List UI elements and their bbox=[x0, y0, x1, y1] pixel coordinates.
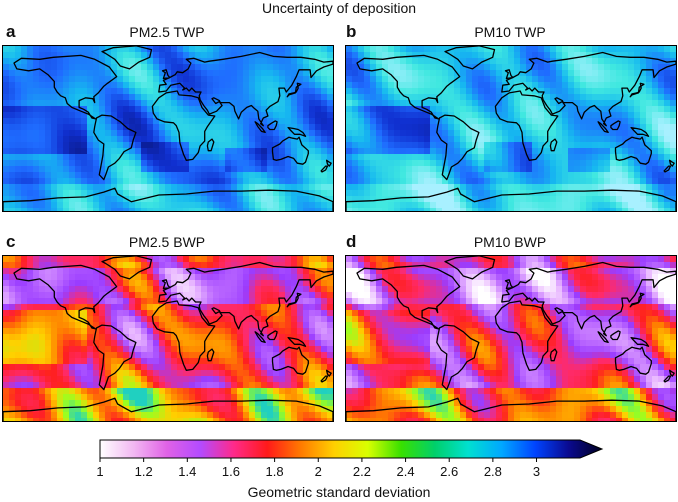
coastline bbox=[501, 51, 676, 127]
coastline bbox=[630, 336, 650, 347]
colorbar-tick-label: 2.2 bbox=[352, 464, 371, 479]
map-field bbox=[3, 256, 333, 421]
colorbar-scale bbox=[99, 439, 604, 462]
coastline bbox=[286, 82, 302, 98]
colorbar-tick-label: 2.6 bbox=[440, 464, 459, 479]
coastline bbox=[206, 348, 215, 362]
coastline bbox=[346, 397, 676, 421]
coastline bbox=[286, 292, 302, 308]
map-panel-a bbox=[2, 45, 334, 212]
colorbar-tick-label: 1.4 bbox=[178, 464, 197, 479]
colorbar-tick-label: 2.8 bbox=[483, 464, 502, 479]
coastline bbox=[13, 54, 118, 120]
coastline bbox=[206, 138, 215, 152]
colorbar-tick-label: 1.2 bbox=[134, 464, 153, 479]
coastline bbox=[597, 331, 609, 344]
coastline bbox=[663, 165, 672, 173]
coastline bbox=[549, 138, 558, 152]
map-field bbox=[346, 46, 676, 211]
map-field bbox=[3, 46, 333, 211]
coastline bbox=[436, 114, 480, 181]
coastline bbox=[254, 121, 266, 134]
coastline bbox=[325, 159, 332, 167]
coastline bbox=[320, 375, 329, 383]
coastline bbox=[161, 69, 171, 80]
panel-d-letter: d bbox=[346, 232, 357, 251]
coastline bbox=[504, 279, 514, 290]
coastline bbox=[101, 46, 153, 70]
coastline bbox=[287, 126, 307, 137]
coastline bbox=[151, 90, 216, 161]
coastline bbox=[356, 264, 461, 330]
coastline bbox=[501, 261, 676, 337]
panel-a-letter: a bbox=[6, 22, 16, 41]
panel-b-letter: b bbox=[346, 22, 357, 41]
coastline bbox=[93, 114, 137, 181]
colorbar-tick-label: 1.8 bbox=[265, 464, 284, 479]
coastline bbox=[614, 136, 652, 165]
figure-title: Uncertainty of deposition bbox=[261, 0, 417, 16]
coastline bbox=[494, 90, 559, 161]
coastline bbox=[158, 261, 333, 337]
colorbar-tick-label: 1 bbox=[96, 464, 104, 479]
colorbar: 1 1.2 1.4 1.6 1.8 2 2.2 2.4 2.6 2.8 3 Geometric st… bbox=[0, 438, 678, 502]
coastline bbox=[3, 187, 333, 211]
coastline bbox=[320, 165, 329, 173]
coastline bbox=[151, 300, 216, 371]
coastline bbox=[271, 136, 309, 165]
coastline bbox=[161, 279, 171, 290]
coastline bbox=[444, 46, 496, 70]
panel-b-title: PM10 TWP bbox=[474, 24, 546, 40]
panel-d-title: PM10 BWP bbox=[473, 234, 547, 250]
coastline bbox=[436, 324, 480, 391]
coastline bbox=[267, 120, 278, 131]
coastline bbox=[614, 346, 652, 375]
colorbar-tick-label: 2 bbox=[314, 464, 322, 479]
coastline bbox=[3, 397, 333, 421]
coastline bbox=[663, 375, 672, 383]
coastline bbox=[271, 346, 309, 375]
coastline bbox=[101, 256, 153, 280]
panel-c-title: PM2.5 BWP bbox=[128, 234, 206, 250]
coastline bbox=[287, 336, 307, 347]
coastline bbox=[444, 256, 496, 280]
coastline bbox=[325, 369, 332, 377]
coastline bbox=[610, 120, 621, 131]
coastline bbox=[494, 300, 559, 371]
coastline bbox=[668, 369, 675, 377]
coastline bbox=[597, 121, 609, 134]
coastline bbox=[610, 330, 621, 341]
coastline bbox=[254, 331, 266, 344]
coastline bbox=[346, 187, 676, 211]
coastline bbox=[504, 69, 514, 80]
map-panel-d bbox=[345, 255, 677, 422]
coastline bbox=[549, 348, 558, 362]
panel-a-title: PM2.5 TWP bbox=[129, 24, 205, 40]
map-field bbox=[346, 256, 676, 421]
colorbar-tick-label: 3 bbox=[532, 464, 541, 479]
map-panel-b bbox=[345, 45, 677, 212]
coastline bbox=[629, 292, 645, 308]
coastline bbox=[158, 51, 333, 127]
panel-c-letter: c bbox=[6, 232, 16, 251]
colorbar-label: Geometric standard deviation bbox=[247, 484, 431, 500]
coastline bbox=[356, 54, 461, 120]
coastline bbox=[630, 126, 650, 137]
coastline bbox=[13, 264, 118, 330]
coastline bbox=[267, 330, 278, 341]
coastline bbox=[93, 324, 137, 391]
coastline bbox=[629, 82, 645, 98]
map-panel-c bbox=[2, 255, 334, 422]
coastline bbox=[668, 159, 675, 167]
colorbar-tick-label: 2.4 bbox=[396, 464, 415, 479]
colorbar-tick-label: 1.6 bbox=[221, 464, 240, 479]
